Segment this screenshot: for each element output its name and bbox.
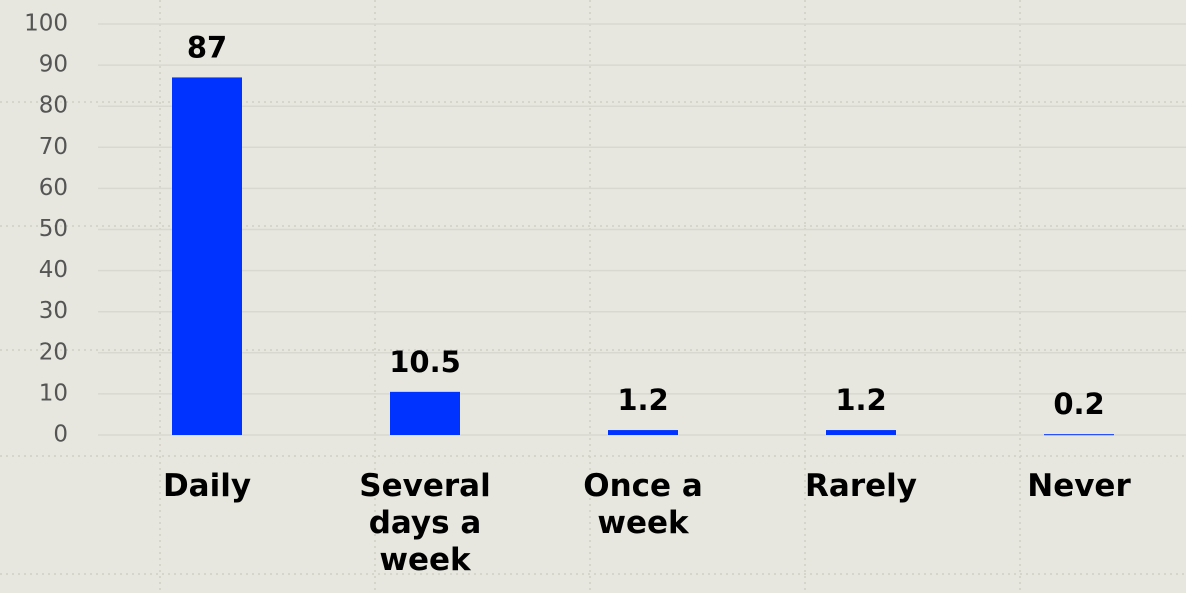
bar [172, 77, 242, 436]
value-label: 87 [187, 30, 227, 64]
x-tick-label: Rarely [805, 468, 917, 504]
value-label: 1.2 [617, 383, 668, 417]
y-tick-label: 100 [24, 11, 68, 37]
y-tick-label: 70 [39, 134, 68, 160]
value-label: 10.5 [389, 345, 461, 379]
y-tick-label: 10 [39, 380, 68, 406]
x-tick-label: Once a week [583, 468, 703, 541]
bar [608, 430, 678, 435]
x-tick-label: Never [1027, 468, 1131, 504]
y-tick-label: 30 [39, 298, 68, 324]
y-tick-label: 80 [39, 93, 68, 119]
value-label: 0.2 [1053, 387, 1104, 421]
bar [1044, 434, 1114, 436]
x-tick-label: Several days a week [359, 468, 491, 578]
bar [826, 430, 896, 435]
y-tick-label: 20 [39, 339, 68, 365]
y-tick-label: 0 [53, 422, 68, 448]
y-tick-label: 60 [39, 175, 68, 201]
x-tick-label: Daily [162, 468, 252, 504]
bar [390, 391, 460, 435]
y-tick-label: 90 [39, 52, 68, 78]
y-tick-label: 40 [39, 257, 68, 283]
y-tick-label: 50 [39, 216, 68, 242]
value-label: 1.2 [835, 383, 886, 417]
